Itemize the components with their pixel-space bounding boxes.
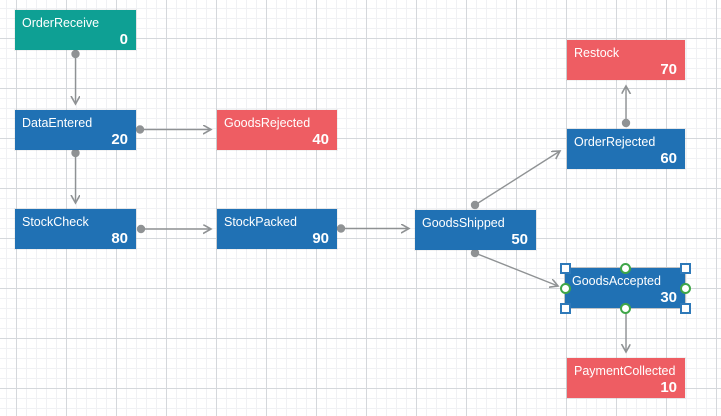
edge-source-dot bbox=[136, 224, 146, 234]
selection-resize-handle[interactable] bbox=[559, 302, 571, 314]
node-payment-collected[interactable]: PaymentCollected 10 bbox=[567, 358, 685, 398]
selection-port-handle[interactable] bbox=[559, 282, 571, 294]
node-stock-check[interactable]: StockCheck 80 bbox=[15, 209, 136, 249]
selection-resize-handle[interactable] bbox=[679, 262, 691, 274]
node-label: GoodsAccepted bbox=[572, 274, 661, 288]
selection-port-handle[interactable] bbox=[619, 302, 631, 314]
node-value: 30 bbox=[660, 289, 677, 306]
edge-goods-shipped-to-order-rejected[interactable] bbox=[474, 151, 560, 206]
node-label: StockCheck bbox=[22, 215, 89, 229]
edge-source-dot bbox=[71, 49, 80, 59]
node-value: 80 bbox=[111, 230, 128, 247]
edge-source-dot bbox=[135, 125, 145, 134]
node-value: 20 bbox=[111, 131, 128, 148]
edge-source-dot bbox=[71, 148, 80, 158]
node-data-entered[interactable]: DataEntered 20 bbox=[15, 110, 136, 150]
node-restock[interactable]: Restock 70 bbox=[567, 40, 685, 80]
node-value: 70 bbox=[660, 61, 677, 78]
node-stock-packed[interactable]: StockPacked 90 bbox=[217, 209, 337, 249]
node-label: StockPacked bbox=[224, 215, 297, 229]
edge-goods-shipped-to-goods-accepted[interactable] bbox=[474, 252, 558, 286]
selection-resize-handle[interactable] bbox=[559, 262, 571, 274]
node-label: OrderRejected bbox=[574, 135, 656, 149]
node-value: 40 bbox=[312, 131, 329, 148]
selection-port-handle[interactable] bbox=[619, 262, 631, 274]
node-value: 50 bbox=[511, 231, 528, 248]
edge-source-dot bbox=[470, 248, 480, 258]
node-order-rejected[interactable]: OrderRejected 60 bbox=[567, 129, 685, 169]
selection-port-handle[interactable] bbox=[679, 282, 691, 294]
selection-resize-handle[interactable] bbox=[679, 302, 691, 314]
edge-source-dot bbox=[621, 118, 631, 128]
node-label: DataEntered bbox=[22, 116, 93, 130]
node-label: GoodsRejected bbox=[224, 116, 311, 130]
edge-source-dot bbox=[470, 200, 480, 210]
node-value: 60 bbox=[660, 150, 677, 167]
node-goods-rejected[interactable]: GoodsRejected 40 bbox=[217, 110, 337, 150]
node-label: OrderReceive bbox=[22, 16, 100, 30]
node-value: 90 bbox=[312, 230, 329, 247]
node-order-receive[interactable]: OrderReceive 0 bbox=[15, 10, 136, 50]
edge-source-dot bbox=[336, 224, 346, 233]
node-value: 10 bbox=[660, 379, 677, 396]
node-goods-accepted[interactable]: GoodsAccepted 30 bbox=[559, 262, 691, 314]
node-label: GoodsShipped bbox=[422, 216, 505, 230]
node-label: PaymentCollected bbox=[574, 364, 676, 378]
node-goods-shipped[interactable]: GoodsShipped 50 bbox=[415, 210, 536, 250]
node-value: 0 bbox=[119, 31, 128, 48]
node-label: Restock bbox=[574, 46, 620, 60]
